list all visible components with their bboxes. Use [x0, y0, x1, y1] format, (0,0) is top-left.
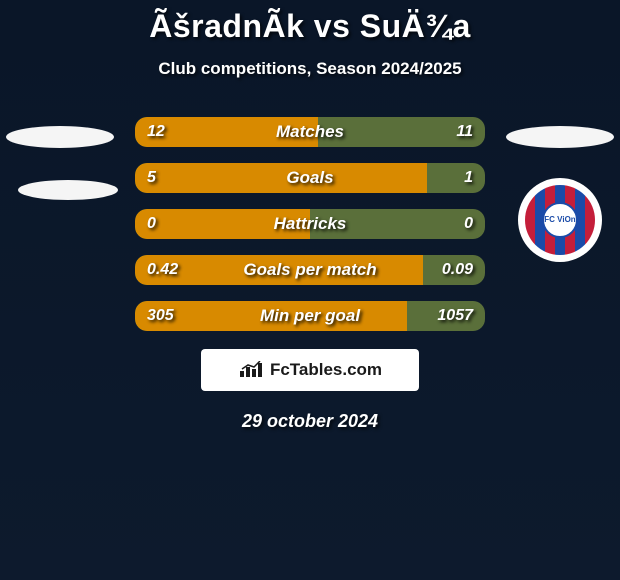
stat-value-left: 12 [147, 117, 165, 147]
stat-row: Min per goal305 1057 [135, 301, 485, 331]
stat-value-left: 305 [147, 301, 174, 331]
stat-value-right: 0 [464, 209, 473, 239]
stats-container: Matches12 11 Goals5 1 Hattricks0 0 Goals per m… [0, 117, 620, 331]
attribution-text: FcTables.com [270, 360, 382, 380]
stat-value-right: 11 [456, 117, 473, 147]
stat-value-right: 1057 [437, 301, 473, 331]
stat-value-right: 1 [464, 163, 473, 193]
stat-row: Goals per match0.42 0.09 [135, 255, 485, 285]
comparison-title: ÃšradnÃ­k vs SuÄ¾a [0, 0, 620, 45]
stat-value-right: 0.09 [442, 255, 473, 285]
stat-label: Goals per match [135, 255, 485, 285]
stat-row: Matches12 11 [135, 117, 485, 147]
stat-value-left: 0 [147, 209, 156, 239]
stat-row: Goals5 1 [135, 163, 485, 193]
stat-label: Min per goal [135, 301, 485, 331]
stat-label: Matches [135, 117, 485, 147]
stat-row: Hattricks0 0 [135, 209, 485, 239]
attribution-box: FcTables.com [201, 349, 419, 391]
chart-icon [238, 361, 264, 379]
snapshot-date: 29 october 2024 [0, 411, 620, 432]
stat-value-left: 5 [147, 163, 156, 193]
comparison-subtitle: Club competitions, Season 2024/2025 [0, 59, 620, 79]
stat-label: Hattricks [135, 209, 485, 239]
stat-value-left: 0.42 [147, 255, 178, 285]
stat-label: Goals [135, 163, 485, 193]
